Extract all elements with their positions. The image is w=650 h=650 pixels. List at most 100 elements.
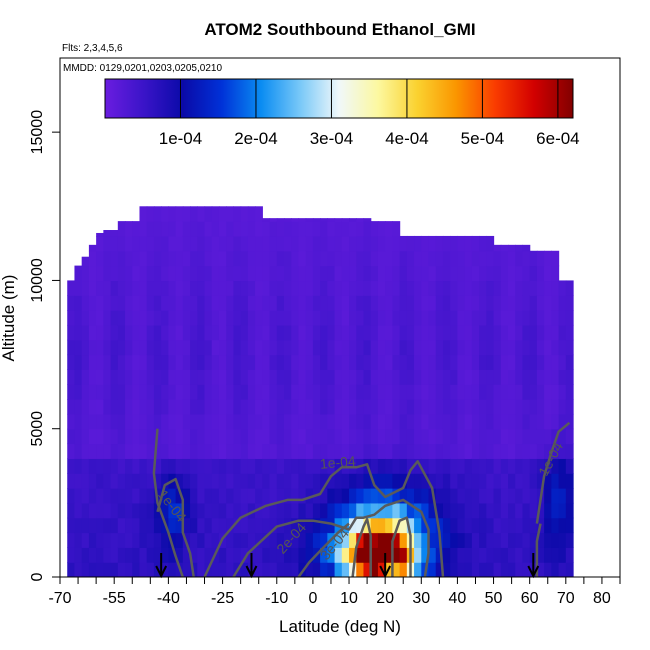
curtain-cell xyxy=(74,354,83,370)
curtain-cell xyxy=(392,502,401,519)
curtain-cell xyxy=(515,354,524,370)
curtain-cell xyxy=(74,413,83,430)
curtain-cell xyxy=(247,265,256,282)
curtain-cell xyxy=(211,369,220,385)
curtain-cell xyxy=(305,295,314,311)
curtain-cell xyxy=(442,532,451,548)
curtain-cell xyxy=(392,384,401,400)
curtain-cell xyxy=(67,399,76,415)
curtain-cell xyxy=(226,280,235,296)
curtain-cell xyxy=(74,280,83,296)
curtain-cell xyxy=(565,413,574,430)
curtain-cell xyxy=(349,324,357,341)
curtain-cell xyxy=(197,473,206,489)
curtain-cell xyxy=(341,488,350,504)
curtain-cell xyxy=(88,280,97,296)
curtain-cell xyxy=(190,265,198,282)
curtain-cell xyxy=(363,324,372,341)
curtain-cell xyxy=(450,428,459,445)
curtain-cell xyxy=(334,473,343,489)
curtain-cell xyxy=(558,339,567,356)
curtain-cell xyxy=(305,310,314,326)
curtain-cell xyxy=(442,339,451,356)
curtain-cell xyxy=(197,384,206,400)
flight-arrows xyxy=(155,553,540,579)
curtain-cell xyxy=(327,562,336,577)
curtain-cell xyxy=(226,250,235,267)
curtain-cell xyxy=(161,339,169,356)
curtain-cell xyxy=(399,443,408,459)
curtain-cell xyxy=(218,517,227,534)
curtain-cell xyxy=(341,428,350,445)
curtain-cell xyxy=(284,502,292,519)
curtain-cell xyxy=(544,384,552,400)
curtain-cell xyxy=(428,443,437,459)
curtain-cell xyxy=(312,221,321,237)
curtain-cell xyxy=(471,399,480,415)
curtain-cell xyxy=(153,399,162,415)
curtain-cell xyxy=(377,221,386,237)
curtain-cell xyxy=(363,547,372,563)
curtain-cell xyxy=(110,532,119,548)
curtain-cell xyxy=(255,280,263,296)
curtain-cell xyxy=(457,369,466,385)
curtain-cell xyxy=(471,488,480,504)
curtain-cell xyxy=(291,250,300,267)
curtain-cell xyxy=(515,443,524,459)
curtain-cell xyxy=(320,339,328,356)
curtain-cell xyxy=(515,473,524,489)
curtain-cell xyxy=(132,250,141,267)
curtain-cell xyxy=(486,532,495,548)
curtain-cell xyxy=(508,250,516,267)
curtain-cell xyxy=(558,413,567,430)
curtain-cell xyxy=(139,265,148,282)
curtain-cell xyxy=(103,295,112,311)
curtain-cell xyxy=(269,265,278,282)
curtain-cell xyxy=(414,562,422,577)
curtain-cell xyxy=(204,354,213,370)
curtain-cell xyxy=(168,428,177,445)
curtain-cell xyxy=(370,413,379,430)
curtain-cell xyxy=(508,488,516,504)
curtain-cell xyxy=(486,280,495,296)
curtain-cell xyxy=(341,265,350,282)
curtain-cell xyxy=(125,488,133,504)
contour-line xyxy=(156,477,195,577)
curtain-cell xyxy=(363,532,372,548)
curtain-cell xyxy=(406,324,415,341)
curtain-cell xyxy=(211,473,220,489)
curtain-cell xyxy=(450,562,459,577)
curtain-cell xyxy=(284,369,292,385)
curtain-cell xyxy=(146,473,155,489)
curtain-cell xyxy=(435,458,444,474)
curtain-cell xyxy=(190,339,198,356)
curtain-cell xyxy=(110,458,119,474)
curtain-cell xyxy=(211,413,220,430)
curtain-cell xyxy=(240,221,249,237)
curtain-cell xyxy=(161,206,169,222)
curtain-cell xyxy=(320,532,328,548)
curtain-cell xyxy=(190,250,198,267)
curtain-cell xyxy=(240,488,249,504)
curtain-cell xyxy=(385,458,393,474)
curtain-cell xyxy=(385,384,393,400)
curtain-cell xyxy=(161,310,169,326)
curtain-cell xyxy=(493,310,502,326)
curtain-cell xyxy=(175,280,184,296)
curtain-cell xyxy=(125,443,133,459)
curtain-cell xyxy=(255,399,263,415)
y-tick-label: 10000 xyxy=(29,258,46,303)
curtain-cell xyxy=(544,532,552,548)
curtain-cell xyxy=(385,295,393,311)
curtain-cell xyxy=(197,443,206,459)
colorbar-ticks: 1e-04 2e-04 3e-04 4e-04 5e-04 6e-04 xyxy=(159,79,580,148)
curtain-cell xyxy=(551,547,560,563)
curtain-cell xyxy=(327,547,336,563)
curtain-cell xyxy=(218,428,227,445)
curtain-cell xyxy=(421,235,430,252)
curtain-cell xyxy=(349,443,357,459)
curtain-cell xyxy=(334,324,343,341)
curtain-cell xyxy=(284,295,292,311)
curtain-cell xyxy=(269,413,278,430)
curtain-cell xyxy=(414,547,422,563)
